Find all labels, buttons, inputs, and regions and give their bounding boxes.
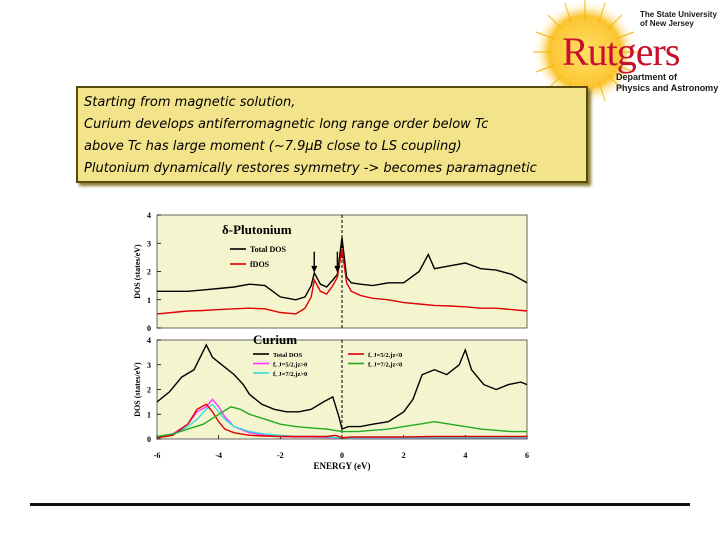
y-tick-label: 2 bbox=[147, 386, 151, 395]
brand-name: Rutgers bbox=[562, 29, 680, 74]
summary-line: Starting from magnetic solution, bbox=[84, 95, 296, 110]
panel-title: Curium bbox=[253, 332, 297, 347]
sun-seal-icon bbox=[533, 0, 637, 104]
y-tick-label: 3 bbox=[147, 361, 151, 370]
legend-label: Total DOS bbox=[273, 352, 303, 359]
dos-chart: 0 1 2 3 4 DOS (states/eV) δ-Plutonium Total DOS… bbox=[133, 211, 529, 471]
legend-label: fDOS bbox=[250, 260, 270, 269]
y-tick-label: 3 bbox=[147, 239, 151, 248]
y-tick-label: 0 bbox=[147, 435, 151, 444]
y-tick-label: 2 bbox=[147, 268, 151, 277]
y-axis-label: DOS (states/eV) bbox=[133, 362, 142, 417]
panel-title: δ-Plutonium bbox=[222, 222, 292, 237]
series-line bbox=[156, 343, 528, 431]
y-tick-label: 4 bbox=[147, 211, 151, 220]
department-name: Department of Physics and Astronomy bbox=[616, 72, 719, 93]
university-subtitle: The State University of New Jersey bbox=[640, 10, 717, 28]
x-tick-label: 6 bbox=[525, 451, 529, 460]
series-line bbox=[156, 403, 527, 439]
legend-label: f, J=5/2,jz>0 bbox=[273, 362, 307, 369]
x-tick-label: -2 bbox=[277, 451, 284, 460]
series-line bbox=[156, 403, 527, 439]
legend-label: f, J=7/2,jz<0 bbox=[368, 362, 402, 369]
series-line bbox=[156, 248, 528, 315]
x-axis-label: ENERGY (eV) bbox=[314, 461, 371, 471]
rutgers-logo: The State University of New Jersey Rutge… bbox=[530, 0, 720, 110]
summary-textbox: Starting from magnetic solution, Curium … bbox=[76, 86, 588, 183]
y-tick-label: 1 bbox=[147, 296, 151, 305]
peak-arrow-icon bbox=[311, 265, 318, 273]
series-line bbox=[156, 406, 527, 438]
legend-label: f, J=7/2,jz>0 bbox=[273, 371, 307, 378]
y-tick-label: 4 bbox=[147, 336, 151, 345]
y-axis-label: DOS (states/eV) bbox=[133, 244, 142, 299]
peak-arrow-icon bbox=[334, 265, 341, 273]
summary-line: Plutonium dynamically restores symmetry … bbox=[84, 161, 537, 176]
y-tick-label: 0 bbox=[147, 324, 151, 333]
plot-area bbox=[156, 339, 528, 440]
x-tick-label: -4 bbox=[215, 451, 222, 460]
bottom-divider bbox=[30, 503, 690, 506]
summary-line: above Tc has large moment (~7.9μB close … bbox=[84, 139, 462, 154]
summary-line: Curium develops antiferromagnetic long r… bbox=[84, 117, 489, 132]
legend-label: f, J=5/2,jz<0 bbox=[368, 352, 402, 359]
x-tick-label: -6 bbox=[154, 451, 161, 460]
x-tick-label: 2 bbox=[402, 451, 406, 460]
y-tick-label: 1 bbox=[147, 410, 151, 419]
x-tick-label: 4 bbox=[463, 451, 467, 460]
x-tick-label: 0 bbox=[340, 451, 344, 460]
legend-label: Total DOS bbox=[250, 245, 286, 254]
